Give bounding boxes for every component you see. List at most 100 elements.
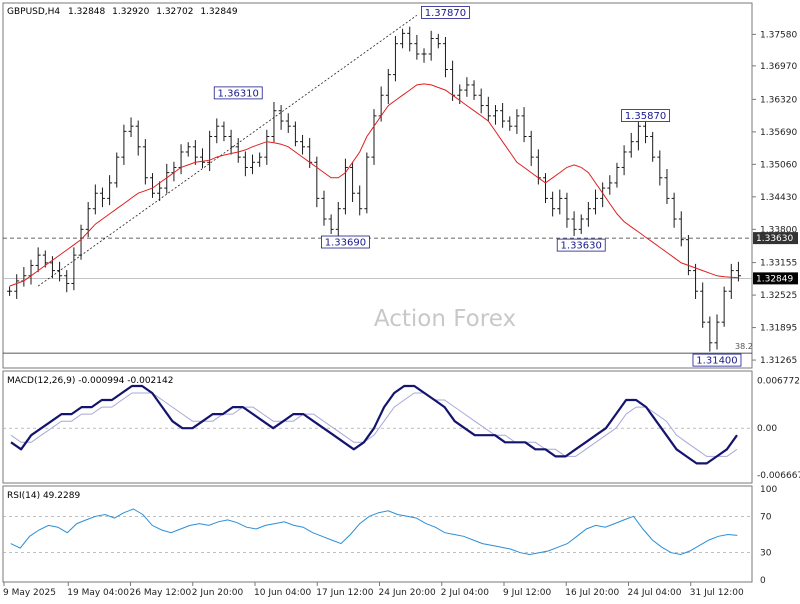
price-bar [14,274,20,299]
price-bar [657,150,663,186]
price-bar [464,77,470,97]
price-bar [593,189,599,215]
price-bar [693,263,699,299]
axis-layer: 1.37580 1.36970 1.36320 1.35690 1.35060 1.344… [3,30,800,598]
price-bar [300,134,306,155]
price-bar [671,192,677,228]
price-bar [578,214,584,234]
price-bar [585,202,591,227]
rsi-line [10,508,738,556]
price-bar [650,131,656,162]
price-tick-label: 1.33800 [760,225,797,235]
rsi-layer [3,508,752,556]
macd-panel [2,370,753,484]
price-bar [564,192,570,228]
time-tick-label: 24 Jul 04:00 [628,588,682,598]
time-tick-label: 17 Jun 12:00 [316,588,373,598]
price-bar [442,36,448,78]
swing-label: 1.33690 [321,235,370,249]
price-bar [64,270,70,293]
price-bar [185,142,191,157]
price-bar [128,117,134,138]
svg-text:1.33630: 1.33630 [561,241,602,252]
price-bar [135,120,141,156]
price-bar [371,109,377,165]
price-bar [621,145,627,176]
price-bar [92,184,98,215]
price-bar [635,120,641,151]
price-bar [392,35,398,82]
price-bar [328,214,334,234]
swing-label: 1.35870 [621,109,670,122]
moving-average-line [9,83,739,287]
price-bar [421,48,427,63]
price-tick-label: 1.36320 [760,95,797,105]
price-bar [71,247,77,291]
price-bar [42,250,48,268]
last-price-label: 1.32849 [756,274,793,284]
time-tick-label: 9 May 2025 [3,588,56,598]
price-bar [707,316,713,352]
price-bar [357,185,363,216]
ohlc-high: 1.32920 [112,7,149,17]
price-bar [264,129,270,165]
price-bar [614,162,620,188]
price-bar [428,30,434,61]
key-level-tag [753,232,798,245]
price-bar [492,105,498,125]
ohlc-low: 1.32702 [156,7,193,17]
price-bar [478,88,484,114]
time-tick-label: 19 May 04:00 [67,588,129,598]
price-panel [2,2,753,369]
svg-text:1.35870: 1.35870 [625,111,666,122]
svg-text:1.33690: 1.33690 [325,238,366,249]
price-bar [542,173,548,204]
last-price-tag [753,272,798,285]
price-tick-label: 1.35690 [760,128,797,138]
price-bar [321,190,327,226]
price-bar [228,129,234,155]
price-bar [550,191,556,217]
price-tick-label: 1.31265 [760,356,797,366]
key-level-label: 1.33630 [756,234,793,244]
price-bar [221,121,227,142]
price-bar [7,286,13,296]
price-tick-label: 1.34430 [760,193,797,203]
price-tick-label: 1.31895 [760,324,797,334]
time-tick-label: 9 Jul 12:00 [503,588,552,598]
macd-main-line [10,384,738,465]
price-tick-label: 1.36970 [760,62,797,72]
svg-text:1.31400: 1.31400 [696,356,737,367]
macd-signal-line [10,392,738,457]
price-bar [414,34,420,60]
price-bar [257,152,263,167]
price-bar [342,158,348,215]
price-bar [628,132,634,158]
price-bar [335,202,341,238]
price-bar [142,139,148,185]
price-bar [528,130,534,166]
rsi-title: RSI(14) 49.2289 [7,491,80,501]
trend-line [37,14,418,287]
price-bar [57,261,63,282]
swing-label: 1.37870 [421,6,470,19]
price-bar [114,152,120,188]
price-bar [364,152,370,214]
price-bar [664,168,670,205]
time-tick-label: 2 Jun 20:00 [192,588,244,598]
time-tick-label: 26 May 12:00 [130,588,192,598]
price-bar [164,163,170,194]
price-bar [200,148,206,168]
rsi-tick-label: 70 [760,512,772,522]
price-bar [721,286,727,327]
price-bar [521,107,527,143]
price-bar [149,173,155,198]
svg-text:1.37870: 1.37870 [425,8,466,19]
time-tick-label: 2 Jul 04:00 [441,588,490,598]
price-tick-label: 1.32525 [760,291,797,301]
rsi-panel [2,485,753,583]
price-bar [35,247,41,273]
price-bar [350,161,356,203]
swing-label: 1.33630 [556,238,606,252]
price-title: GBPUSD,H4 1.32848 1.32920 1.32702 1.3284… [7,7,238,17]
